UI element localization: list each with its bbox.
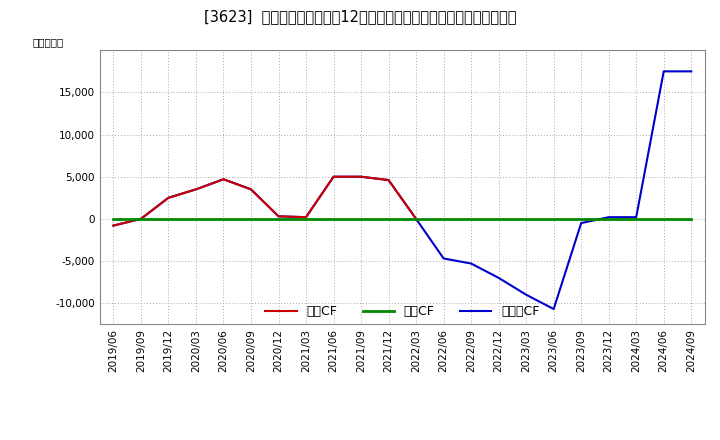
Y-axis label: （百万円）: （百万円）	[32, 37, 64, 48]
Text: [3623]  キャッシュフローの12か月移動合計の対前年同期増減額の推移: [3623] キャッシュフローの12か月移動合計の対前年同期増減額の推移	[204, 9, 516, 24]
Legend: 営業CF, 投賃CF, フリーCF: 営業CF, 投賃CF, フリーCF	[261, 301, 544, 323]
